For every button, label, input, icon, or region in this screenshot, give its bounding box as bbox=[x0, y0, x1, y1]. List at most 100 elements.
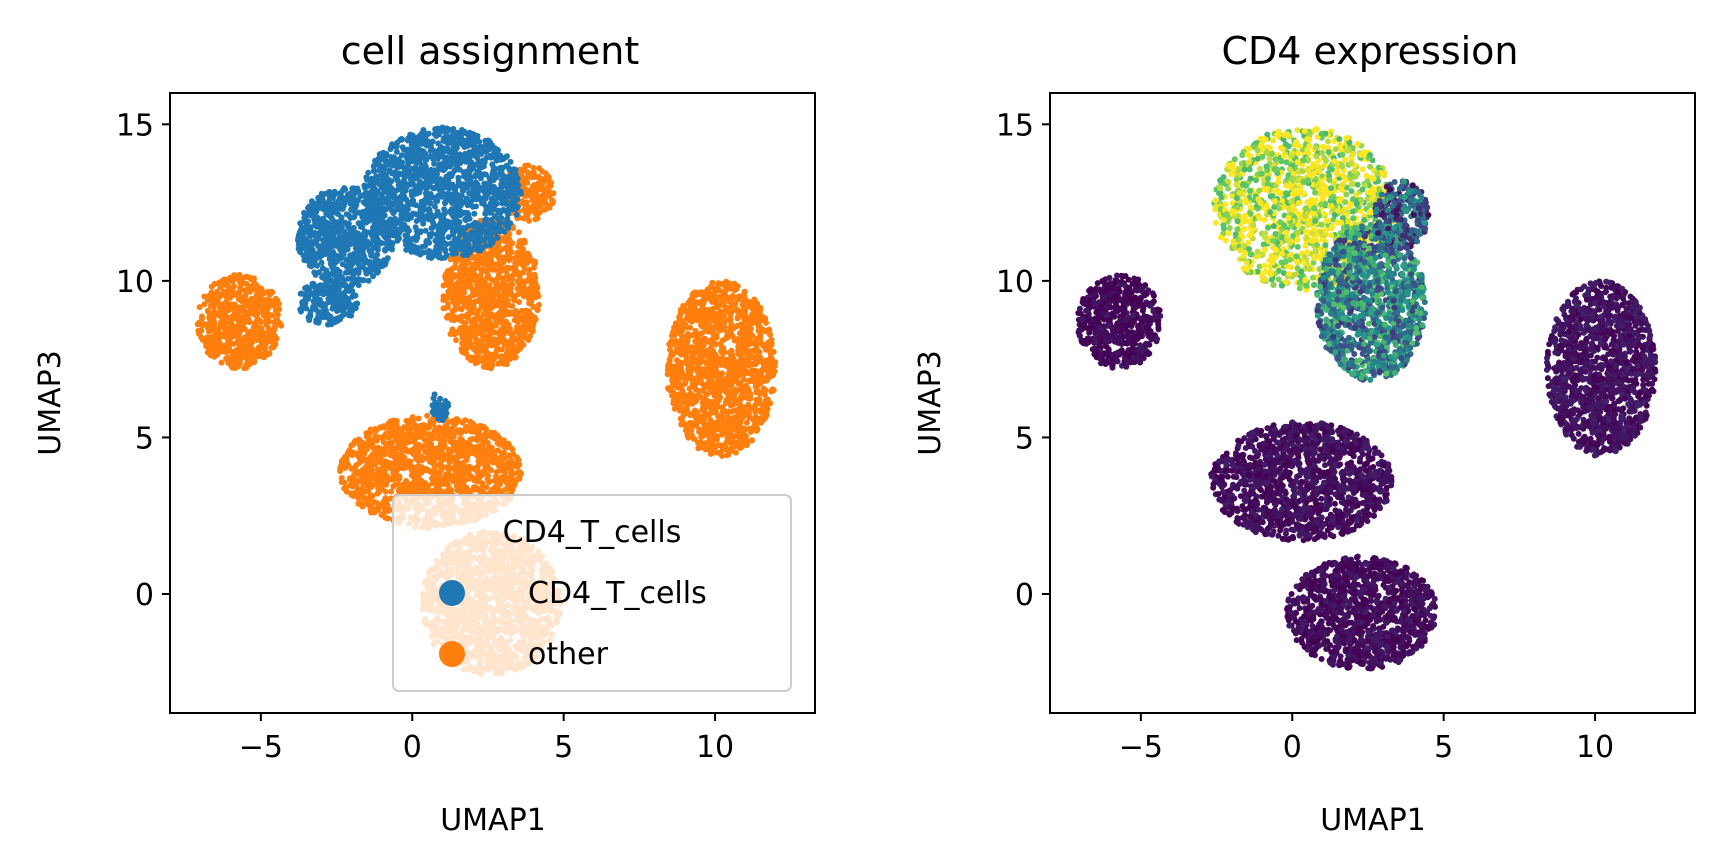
scatter-point bbox=[351, 465, 358, 471]
scatter-point bbox=[689, 344, 695, 351]
scatter-point bbox=[512, 292, 519, 299]
scatter-point bbox=[769, 371, 776, 378]
scatter-point bbox=[263, 289, 270, 296]
scatter-point bbox=[458, 429, 465, 436]
scatter-point bbox=[382, 514, 389, 521]
scatter-point bbox=[424, 412, 431, 419]
scatter-point bbox=[669, 389, 676, 396]
scatter-point bbox=[727, 373, 733, 379]
scatter-point bbox=[409, 414, 416, 421]
scatter-point bbox=[720, 345, 727, 352]
scatter-point bbox=[254, 310, 261, 317]
scatter-point bbox=[235, 322, 242, 329]
scatter-point bbox=[383, 497, 390, 504]
scatter-point bbox=[410, 431, 417, 438]
scatter-point bbox=[675, 404, 682, 411]
scatter-point bbox=[719, 370, 726, 377]
scatter-point bbox=[538, 195, 545, 202]
scatter-point bbox=[502, 455, 509, 462]
scatter-point bbox=[737, 394, 744, 400]
scatter-point bbox=[464, 453, 471, 460]
scatter-point bbox=[692, 414, 699, 421]
scatter-point bbox=[265, 305, 271, 312]
scatter-point bbox=[719, 337, 726, 344]
scatter-point bbox=[363, 430, 370, 437]
scatter-point bbox=[755, 407, 762, 414]
scatter-point bbox=[696, 338, 703, 345]
scatter-point bbox=[507, 326, 513, 332]
scatter-point bbox=[453, 472, 460, 479]
scatter-point bbox=[452, 459, 459, 465]
scatter-point bbox=[766, 365, 773, 372]
scatter-point bbox=[743, 433, 749, 440]
scatter-point bbox=[474, 337, 480, 344]
scatter-point bbox=[467, 488, 474, 495]
scatter-point bbox=[495, 360, 502, 367]
scatter-point bbox=[205, 328, 212, 335]
scatter-point bbox=[731, 287, 738, 294]
scatter-point bbox=[269, 312, 276, 319]
scatter-point bbox=[710, 401, 717, 408]
scatter-point bbox=[705, 412, 712, 419]
scatter-point bbox=[495, 439, 502, 446]
scatter-point bbox=[676, 394, 683, 401]
chart-title: cell assignment bbox=[341, 29, 640, 73]
scatter-point bbox=[414, 451, 421, 458]
scatter-point bbox=[742, 324, 749, 331]
scatter-point bbox=[747, 326, 754, 333]
scatter-point bbox=[513, 324, 520, 331]
scatter-point bbox=[225, 319, 232, 326]
scatter-point bbox=[450, 478, 456, 484]
scatter-point bbox=[232, 303, 239, 310]
scatter-point bbox=[379, 449, 386, 456]
scatter-point bbox=[263, 312, 270, 318]
scatter-point bbox=[525, 252, 532, 259]
scatter-point bbox=[728, 321, 735, 328]
scatter-point bbox=[440, 434, 447, 441]
scatter-point bbox=[732, 449, 739, 456]
scatter-point bbox=[357, 487, 363, 494]
scatter-point bbox=[489, 290, 496, 297]
scatter-point bbox=[451, 331, 458, 338]
scatter-point bbox=[502, 469, 509, 476]
scatter-point bbox=[450, 442, 457, 449]
scatter-point bbox=[732, 386, 739, 393]
scatter-point bbox=[485, 322, 492, 329]
scatter-point bbox=[352, 482, 359, 489]
scatter-point bbox=[259, 339, 266, 346]
scatter-point bbox=[754, 338, 761, 345]
scatter-point bbox=[706, 437, 712, 444]
scatter-point bbox=[752, 401, 759, 408]
scatter-point bbox=[719, 404, 726, 411]
scatter-point bbox=[217, 282, 224, 289]
scatter-point bbox=[520, 284, 527, 291]
scatter-point bbox=[441, 481, 448, 487]
scatter-point bbox=[721, 446, 728, 453]
scatter-point bbox=[402, 437, 409, 444]
scatter-point bbox=[509, 303, 516, 309]
scatter-point bbox=[219, 309, 226, 316]
scatter-point bbox=[477, 442, 484, 449]
scatter-point bbox=[498, 284, 505, 291]
scatter-point bbox=[723, 386, 729, 393]
scatter-point bbox=[695, 445, 702, 452]
scatter-point bbox=[236, 353, 243, 360]
scatter-point bbox=[705, 320, 712, 327]
scatter-point bbox=[495, 297, 502, 304]
scatter-point bbox=[446, 425, 453, 432]
scatter-point bbox=[208, 289, 215, 296]
scatter-point bbox=[731, 366, 737, 372]
scatter-point bbox=[679, 322, 686, 329]
scatter-point bbox=[745, 377, 752, 384]
scatter-point bbox=[211, 309, 218, 316]
scatter-point bbox=[515, 229, 522, 236]
scatter-point bbox=[360, 502, 367, 509]
scatter-point bbox=[501, 307, 508, 314]
scatter-point bbox=[250, 281, 257, 288]
scatter-point bbox=[748, 367, 755, 374]
scatter-point bbox=[454, 315, 461, 322]
scatter-point bbox=[461, 331, 468, 337]
scatter-point bbox=[748, 318, 755, 325]
scatter-point bbox=[698, 434, 705, 440]
